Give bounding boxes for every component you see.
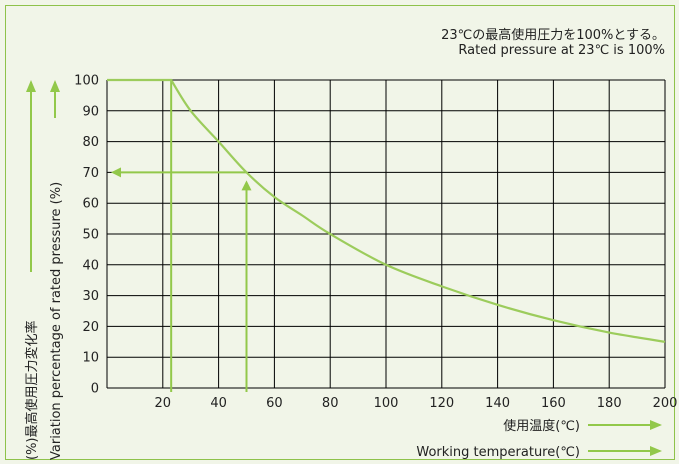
xlabel-en: Working temperature(℃): [416, 445, 580, 460]
xlabel-jp: 使用温度(℃): [503, 418, 580, 434]
x-tick-label: 180: [597, 396, 622, 411]
ylabel-en: Variation percentage of rated pressure (…: [49, 182, 64, 460]
guide-line: [109, 79, 173, 392]
y-tick-label: 20: [82, 320, 99, 335]
x-tick-label: 120: [429, 396, 454, 411]
y-tick-label: 0: [91, 382, 99, 397]
x-tick-label: 60: [266, 396, 283, 411]
x-tick-label: 160: [541, 396, 566, 411]
y-tick-label: 70: [82, 166, 99, 181]
series-line: [107, 78, 666, 343]
x-tick-label: 80: [322, 396, 339, 411]
x-tick-label: 100: [374, 396, 399, 411]
x-tick-label: 20: [155, 396, 172, 411]
grid: [106, 79, 666, 389]
note-en: Rated pressure at 23℃ is 100%: [458, 43, 665, 58]
y-tick-label: 100: [74, 74, 99, 89]
series-curve: [107, 78, 666, 343]
y-tick-label: 10: [82, 351, 99, 366]
y-tick-label: 90: [82, 104, 99, 119]
tick-labels: 0 10 20 30 40 50 60 70 80 90 100 20 40 60 80 100 120 140 1…: [74, 74, 677, 412]
note-jp: 23℃の最高使用圧力を100%とする。: [441, 28, 665, 43]
y-tick-label: 60: [82, 197, 99, 212]
y-tick-label: 50: [82, 228, 99, 243]
y-tick-label: 80: [82, 135, 99, 150]
x-tick-label: 40: [210, 396, 227, 411]
y-tick-label: 30: [82, 289, 99, 304]
x-tick-label: 140: [485, 396, 510, 411]
ylabel-jp: (%)最高使用圧力変化率: [24, 321, 40, 461]
y-tick-label: 40: [82, 258, 99, 273]
guide-arrows: [109, 79, 252, 392]
x-tick-label: 200: [653, 396, 678, 411]
